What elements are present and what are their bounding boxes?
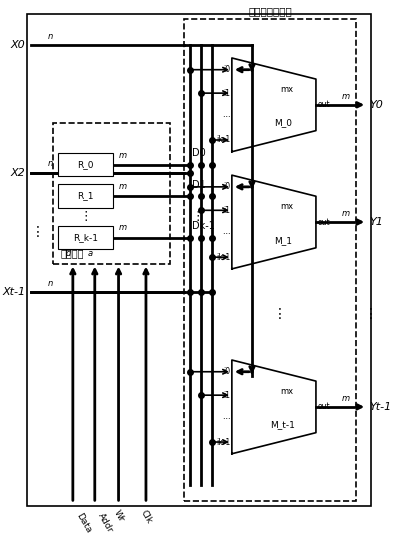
Text: mx: mx [280, 202, 293, 211]
Text: n: n [47, 279, 52, 288]
Text: 多路选择器模块: 多路选择器模块 [248, 6, 292, 16]
Text: Y1: Y1 [369, 217, 383, 227]
Text: ⋮: ⋮ [364, 308, 378, 322]
Text: a: a [88, 250, 93, 258]
Text: out: out [318, 100, 331, 110]
Bar [58, 226, 113, 249]
Text: Clk: Clk [139, 509, 153, 525]
Text: R_0: R_0 [77, 160, 94, 169]
Text: 存储模块: 存储模块 [60, 249, 84, 258]
Bar [184, 19, 356, 500]
Text: m: m [119, 223, 126, 233]
Text: ⋯: ⋯ [222, 414, 230, 423]
Text: ⋯: ⋯ [222, 229, 230, 238]
Text: mx: mx [280, 85, 293, 94]
Text: i1: i1 [223, 206, 230, 215]
Text: R_1: R_1 [77, 192, 94, 200]
Text: m: m [342, 92, 349, 100]
Text: m: m [342, 209, 349, 218]
Bar [53, 123, 170, 264]
Text: i0: i0 [223, 367, 230, 376]
Text: Data: Data [75, 511, 93, 534]
Text: X2: X2 [11, 168, 25, 178]
Text: i0: i0 [223, 65, 230, 74]
Text: d: d [66, 250, 71, 258]
Text: D1: D1 [191, 180, 205, 190]
Bar [58, 184, 113, 208]
Text: i0: i0 [223, 183, 230, 191]
Text: M_0: M_0 [274, 119, 292, 128]
Text: ⋮: ⋮ [272, 308, 286, 322]
Text: Addr: Addr [97, 511, 115, 534]
Text: m: m [342, 394, 349, 403]
Text: M_t-1: M_t-1 [271, 420, 296, 430]
Text: Y0: Y0 [369, 100, 383, 110]
Text: ik-1: ik-1 [216, 253, 230, 262]
Text: X0: X0 [11, 40, 25, 50]
Text: i1: i1 [223, 391, 230, 400]
Text: m: m [119, 182, 126, 191]
Text: ⋮: ⋮ [191, 211, 204, 223]
Text: ⋮: ⋮ [31, 226, 45, 240]
Text: ⋯: ⋯ [222, 112, 230, 121]
Text: D0: D0 [191, 149, 205, 158]
Text: R_k-1: R_k-1 [73, 233, 98, 242]
Text: m: m [119, 150, 126, 159]
Bar [58, 153, 113, 177]
Text: n: n [47, 159, 52, 169]
Text: ik-1: ik-1 [216, 135, 230, 144]
Text: M_1: M_1 [274, 236, 292, 245]
Text: mx: mx [280, 387, 293, 396]
Text: out: out [318, 217, 331, 227]
Text: n: n [47, 32, 52, 41]
Text: Xt-1: Xt-1 [2, 287, 25, 297]
Text: i1: i1 [223, 89, 230, 98]
Text: Yt-1: Yt-1 [369, 402, 391, 412]
Text: Dk-1: Dk-1 [191, 221, 214, 231]
Text: ⋮: ⋮ [80, 211, 92, 223]
Text: out: out [318, 402, 331, 411]
Text: Wr: Wr [112, 509, 126, 524]
Text: ik-1: ik-1 [216, 438, 230, 447]
